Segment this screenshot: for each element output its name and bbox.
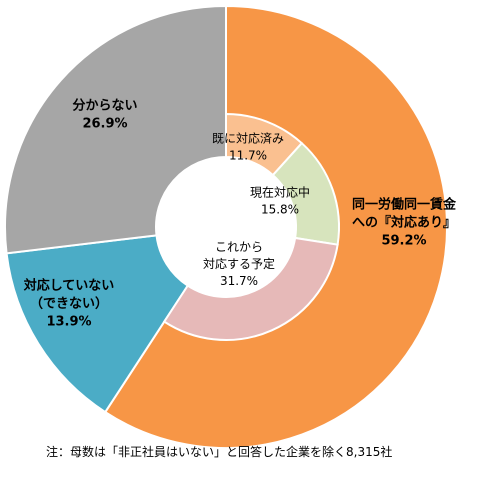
outer-slice-2	[4, 4, 227, 255]
inner-label-1: 現在対応中 15.8%	[250, 185, 310, 217]
outer-label-1: 対応していない（できない） 13.9%	[23, 278, 115, 330]
inner-label-2: これから対応する予定 31.7%	[203, 240, 275, 288]
outer-label-2: 分からない 26.9%	[72, 98, 137, 132]
footnote: 注：母数は「非正社員はいない」と回答した企業を除く8,315社	[46, 445, 393, 459]
outer-label-0: 同一労働同一賃金への『対応あり』 59.2%	[352, 197, 457, 249]
donut-hole	[156, 157, 296, 297]
inner-label-0: 既に対応済み 11.7%	[212, 131, 284, 163]
